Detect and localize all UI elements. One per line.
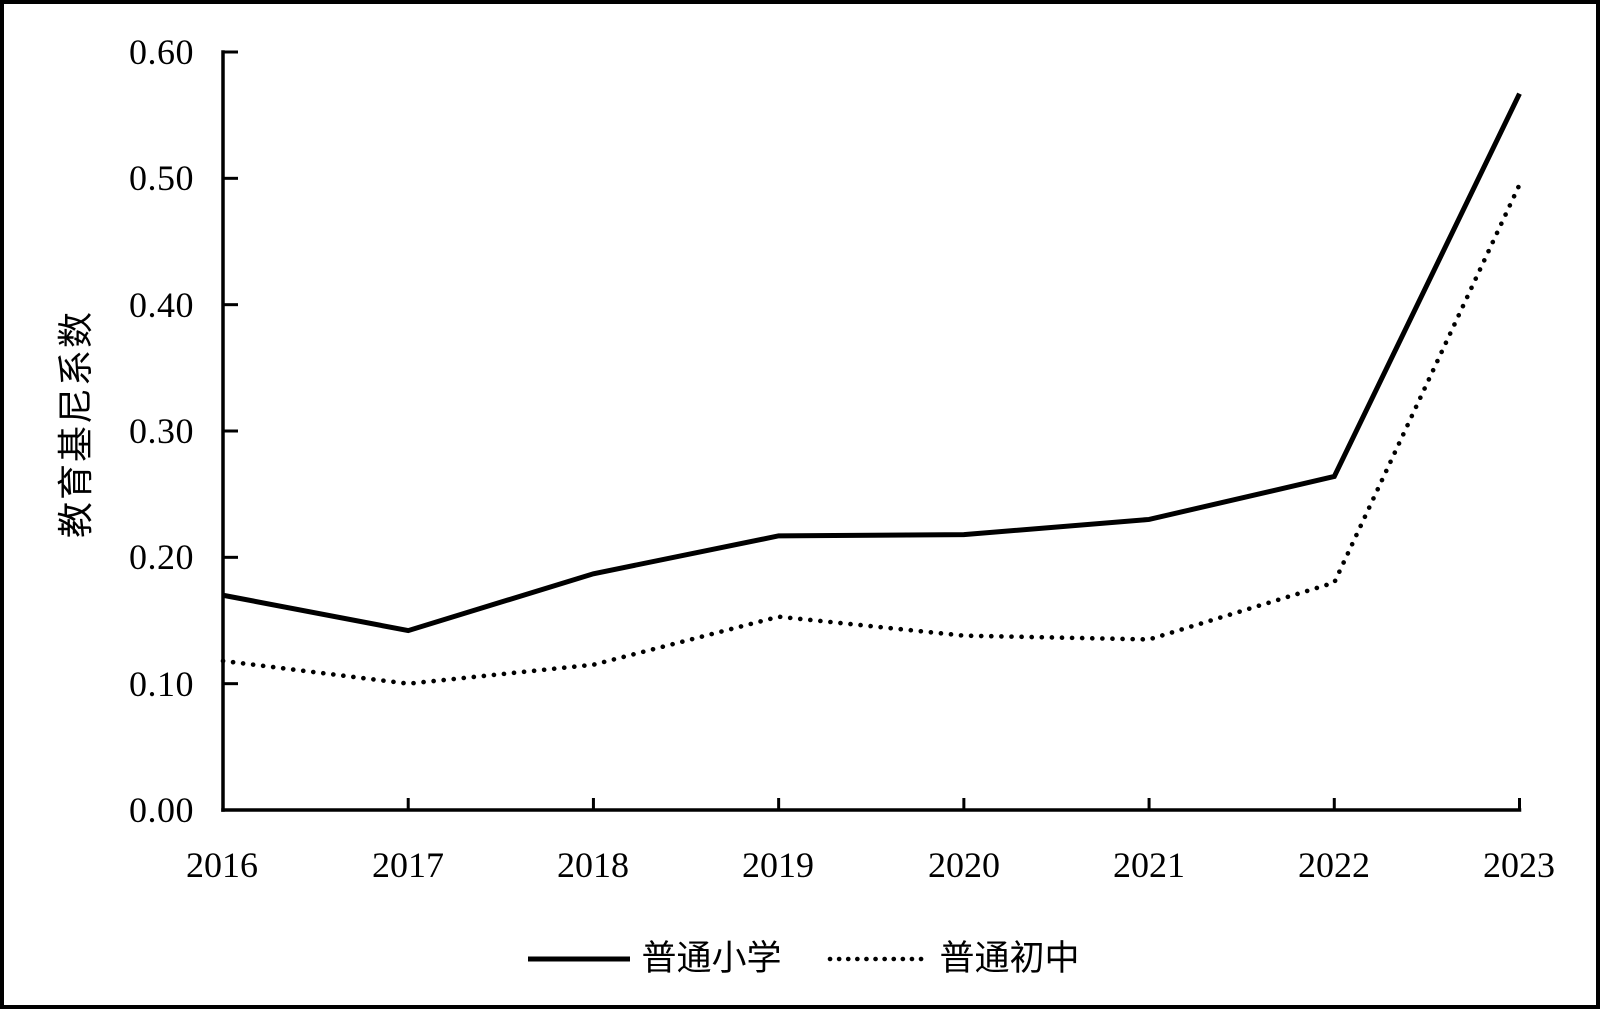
y-tick-label: 0.40 <box>129 285 194 325</box>
series-line-dotted <box>220 182 1522 686</box>
x-tick-label: 2022 <box>1298 845 1370 885</box>
x-tick-label: 2017 <box>372 845 444 885</box>
legend-label: 普通小学 <box>641 939 782 978</box>
y-tick-label: 0.50 <box>129 158 194 198</box>
y-tick-label: 0.10 <box>129 664 194 704</box>
x-tick-label: 2020 <box>928 845 1000 885</box>
solid-line-sample-icon <box>528 956 631 962</box>
x-tick-label: 2016 <box>186 845 258 885</box>
legend-item-junior-high: 普通初中 <box>827 935 1080 983</box>
y-tick-label: 0.00 <box>129 790 194 830</box>
dotted-line-sample-icon <box>827 956 929 962</box>
x-tick-label: 2018 <box>557 845 629 885</box>
legend: 普通小学 普通初中 <box>4 934 1600 984</box>
legend-label: 普通初中 <box>939 939 1080 978</box>
x-tick-label: 2021 <box>1113 845 1185 885</box>
series-line-solid <box>222 92 1522 634</box>
x-tick-label: 2019 <box>742 845 814 885</box>
legend-item-primary-school: 普通小学 <box>528 935 782 983</box>
plot-area <box>220 50 1522 812</box>
y-tick-label: 0.60 <box>129 32 194 72</box>
y-tick-label: 0.20 <box>129 537 194 577</box>
x-tick-label: 2023 <box>1483 845 1555 885</box>
y-tick-label: 0.30 <box>129 411 194 451</box>
